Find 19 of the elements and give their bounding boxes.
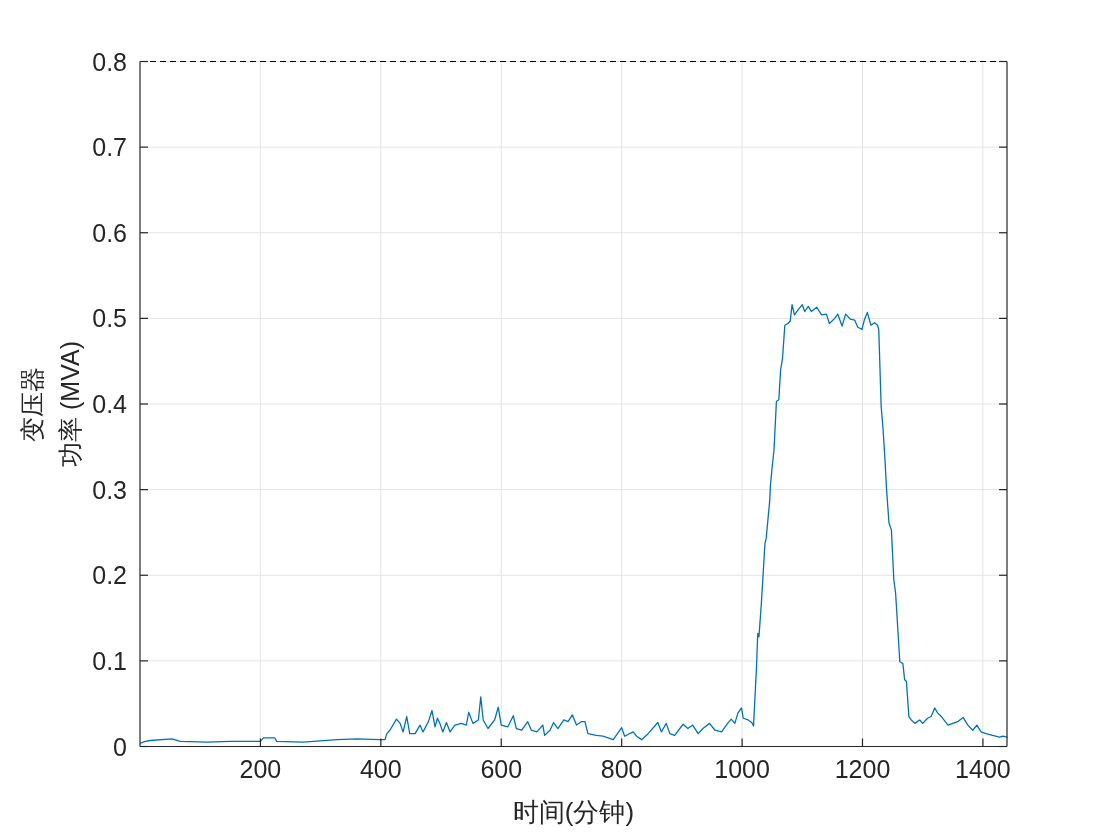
y-tick-label: 0.1 (92, 646, 127, 675)
line-series (139, 304, 1008, 744)
y-tick-label: 0 (113, 732, 127, 761)
y-tick-label: 0.4 (92, 390, 128, 418)
x-tick-label: 1200 (834, 754, 891, 783)
y-tick-label: 0.7 (92, 133, 127, 162)
x-tick-label: 800 (600, 754, 643, 783)
y-tick-label: 0.6 (92, 218, 127, 247)
y-axis-title: 变压器功率 (MVA) (18, 341, 84, 467)
y-tick-label: 0.5 (92, 304, 127, 333)
y-tick-label: 0.2 (92, 561, 127, 590)
x-tick-label: 400 (359, 754, 402, 783)
y-tick-label: 0.8 (92, 47, 127, 76)
x-tick-label: 1000 (714, 754, 770, 783)
y-tick-label: 0.3 (92, 475, 127, 504)
x-axis-title: 时间(分钟) (512, 797, 635, 827)
x-tick-label: 1400 (955, 754, 1011, 783)
x-tick-label: 200 (239, 754, 282, 783)
x-tick-label: 600 (480, 754, 523, 783)
